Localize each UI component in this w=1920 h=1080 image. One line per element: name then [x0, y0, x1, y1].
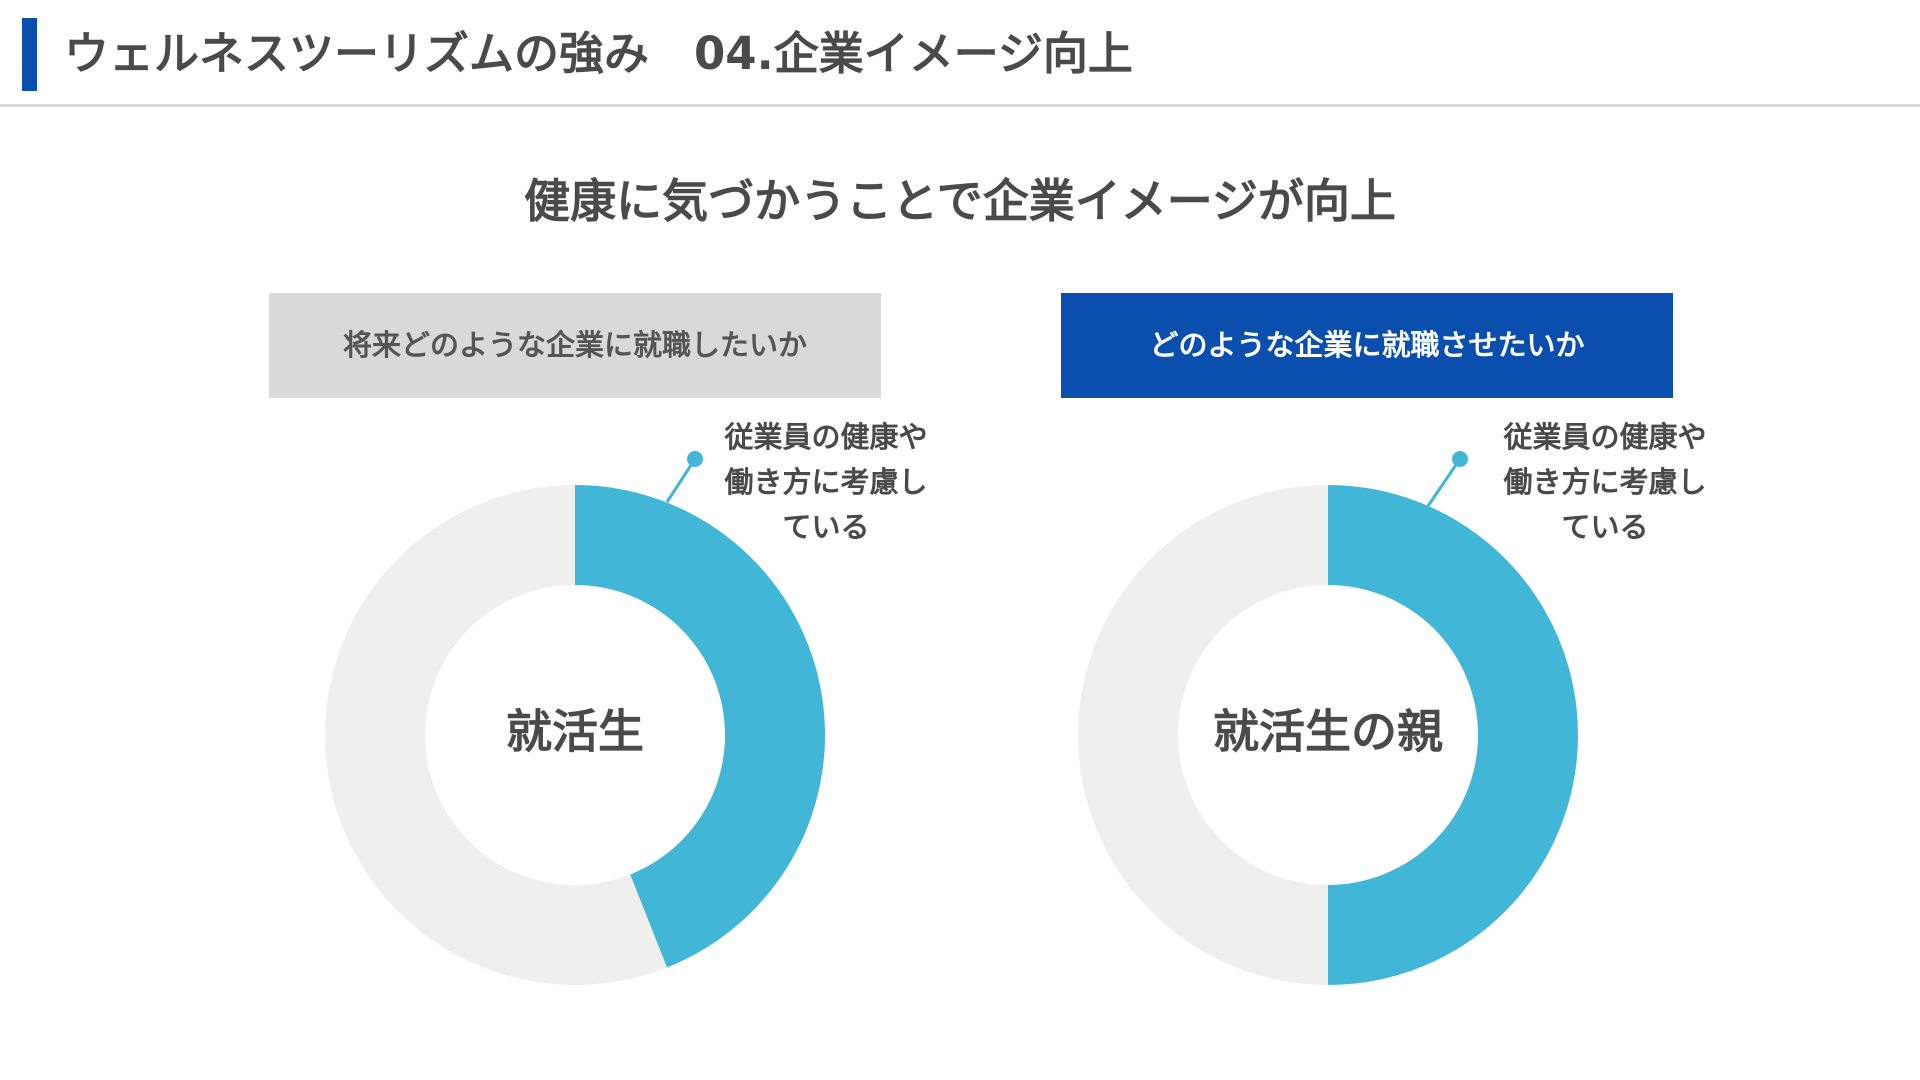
donut-chart-students: 就活生 — [325, 451, 825, 985]
callout-dot — [1452, 451, 1468, 467]
donut-slice-health — [575, 485, 825, 968]
callout-dot — [687, 451, 703, 467]
slide-subtitle: 健康に気づかうことで企業イメージが向上 — [524, 174, 1396, 228]
donut-slice-health — [1328, 485, 1578, 985]
callout-line — [665, 458, 697, 503]
donut-slice-other — [1077, 485, 1328, 985]
chart-panel-students: 将来どのような企業に就職したいか 就活生 従業員の健康や働き方に考慮している — [0, 0, 928, 1080]
panel-label-students: 将来どのような企業に就職したいか — [269, 293, 881, 398]
donut-center-label: 就活生の親 — [1213, 705, 1443, 759]
callout-line — [1426, 458, 1462, 507]
header-divider — [0, 104, 1920, 107]
panel-label-parents: どのような企業に就職させたいか — [1061, 293, 1673, 398]
donut-annotation: 従業員の健康や働き方に考慮している — [1503, 420, 1707, 544]
donut-chart-parents: 就活生の親 — [1077, 451, 1578, 985]
chart-panel-parents: どのような企業に就職させたいか 就活生の親 従業員の健康や働き方に考慮している — [960, 0, 1707, 1080]
header-accent-bar — [22, 18, 37, 91]
page-title: ウェルネスツーリズムの強み 04.企業イメージ向上 — [64, 27, 1133, 80]
donut-center-label: 就活生 — [506, 705, 644, 759]
donut-slice-other — [325, 485, 668, 985]
donut-annotation: 従業員の健康や働き方に考慮している — [724, 420, 928, 544]
